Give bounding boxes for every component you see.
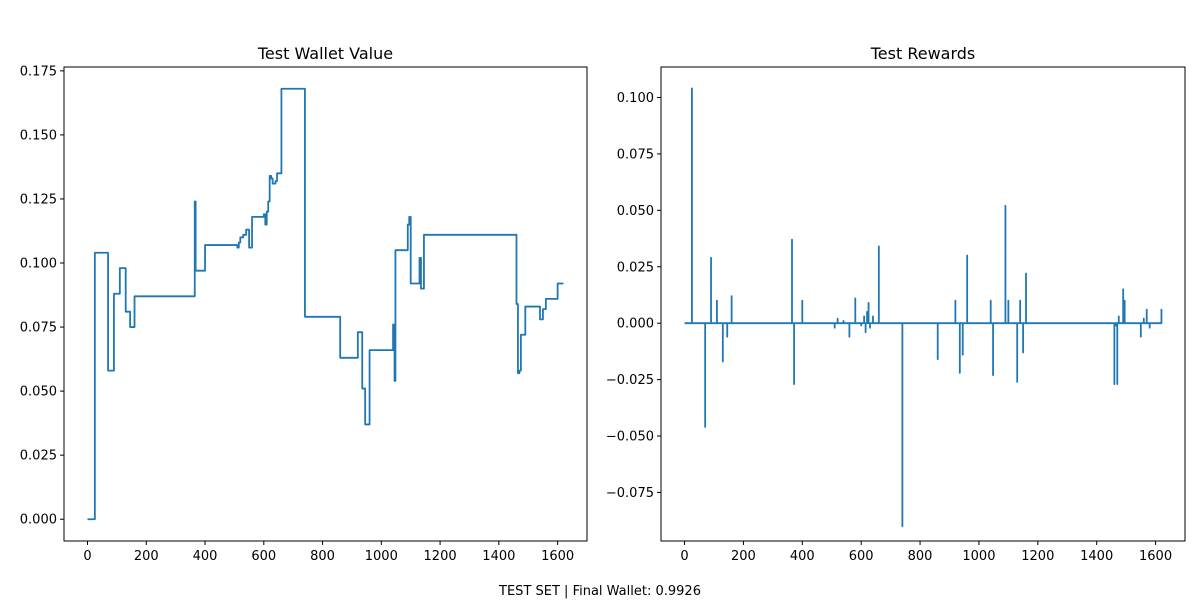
x-tick-label: 400: [193, 549, 218, 564]
x-tick-label: 200: [731, 549, 756, 564]
x-tick-label: 1200: [424, 549, 457, 564]
rewards-chart: Test Rewards 0 200 400 600 800 1000 1200 1400 160…: [606, 44, 1186, 564]
chart-title: Test Rewards: [870, 44, 976, 63]
x-tick-label: 1400: [482, 549, 515, 564]
series-line: [87, 87, 564, 521]
y-tick-label: −0.050: [606, 430, 654, 445]
y-tick-label: 0.075: [20, 321, 57, 336]
y-tick-label: 0.100: [617, 91, 654, 106]
x-tick-label: 0: [680, 549, 688, 564]
y-tick-label: 0.050: [20, 385, 57, 400]
y-tick-label: 0.150: [20, 128, 57, 143]
y-tick-label: 0.125: [20, 192, 57, 207]
y-tick-label: 0.075: [617, 147, 654, 162]
y-tick-label: 0.175: [20, 64, 57, 79]
y-tick-label: −0.025: [606, 373, 654, 388]
y-tick-label: 0.050: [617, 204, 654, 219]
x-tick-label: 1000: [365, 549, 398, 564]
x-tick-label: 1400: [1080, 549, 1113, 564]
x-tick-label: 1600: [541, 549, 574, 564]
x-tick-label: 1600: [1139, 549, 1172, 564]
x-tick-label: 1000: [962, 549, 995, 564]
x-tick-label: 1200: [1021, 549, 1054, 564]
axes-frame: [63, 66, 588, 542]
y-tick-label: −0.075: [606, 486, 654, 501]
x-tick-label: 800: [310, 549, 335, 564]
axes-frame: [660, 66, 1186, 542]
y-tick-label: 0.025: [617, 260, 654, 275]
x-tick-label: 400: [790, 549, 815, 564]
figure-footer: TEST SET | Final Wallet: 0.9926: [498, 584, 701, 599]
y-tick-label: 0.000: [617, 317, 654, 332]
x-tick-label: 0: [83, 549, 91, 564]
series-line: [684, 87, 1163, 528]
y-tick-label: 0.025: [20, 449, 57, 464]
x-tick-label: 800: [908, 549, 933, 564]
x-tick-label: 600: [849, 549, 874, 564]
chart-title: Test Wallet Value: [257, 44, 393, 63]
y-tick-label: 0.100: [20, 257, 57, 272]
x-tick-label: 200: [134, 549, 159, 564]
y-tick-label: 0.000: [20, 513, 57, 528]
x-tick-label: 600: [251, 549, 276, 564]
wallet-value-chart: Test Wallet Value 0 200 400 600 800 1000 1200 14…: [20, 44, 588, 564]
